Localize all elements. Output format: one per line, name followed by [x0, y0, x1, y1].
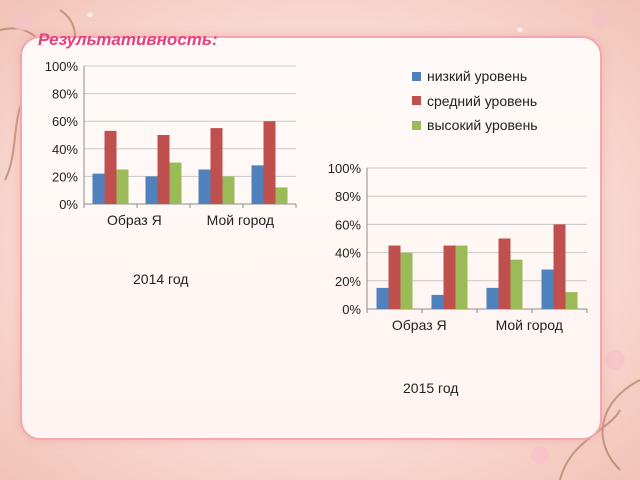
- legend-item-low: низкий уровень: [412, 64, 538, 89]
- bar-c2015-s1-c2: [498, 238, 511, 309]
- legend-label-high: высокий уровень: [427, 117, 538, 134]
- caption-2014: 2014 год: [133, 271, 189, 287]
- legend-swatch-low: [412, 71, 421, 81]
- y-tick-label-c2014-1: 20%: [52, 169, 78, 184]
- y-tick-label-c2014-5: 100%: [45, 59, 79, 74]
- legend-item-medium: средний уровень: [412, 89, 538, 114]
- bar-c2015-s2-c0: [400, 252, 413, 309]
- sparkle-2: [517, 27, 523, 33]
- bar-c2014-s1-c1: [157, 135, 170, 204]
- y-tick-label-c2014-4: 80%: [52, 87, 78, 102]
- y-tick-label-c2014-2: 40%: [52, 142, 78, 157]
- y-tick-label-c2015-5: 100%: [328, 161, 362, 176]
- bar-c2015-s1-c1: [443, 245, 456, 309]
- bar-c2015-s0-c0: [376, 287, 389, 309]
- bar-c2015-s0-c1: [431, 294, 444, 309]
- bar-c2014-s2-c1: [169, 162, 182, 204]
- bar-c2015-s2-c3: [565, 292, 578, 309]
- bar-c2014-s0-c1: [145, 176, 158, 204]
- caption-2015: 2015 год: [403, 380, 459, 396]
- bar-c2014-s0-c2: [198, 169, 211, 204]
- y-tick-label-c2014-3: 60%: [52, 114, 78, 129]
- legend-swatch-medium: [412, 96, 421, 106]
- content-panel: [20, 36, 602, 440]
- flower-4: [531, 446, 549, 464]
- flower-3: [605, 350, 625, 370]
- bar-c2014-s2-c3: [275, 187, 288, 204]
- flower-1: [13, 13, 31, 31]
- x-tick-label-c2014-2: Мой город: [207, 212, 274, 228]
- bar-c2014-s2-c2: [222, 176, 235, 204]
- slide-title: Результативность:: [38, 30, 218, 49]
- y-tick-label-c2015-0: 0%: [342, 302, 361, 317]
- bar-c2014-s1-c0: [104, 130, 117, 204]
- bar-c2014-s1-c2: [210, 128, 223, 204]
- legend-label-medium: средний уровень: [427, 92, 538, 109]
- flower-2: [592, 12, 608, 28]
- x-tick-label-c2014-0: Образ Я: [107, 212, 162, 228]
- bar-c2015-s1-c3: [553, 224, 566, 309]
- y-tick-label-c2015-2: 40%: [335, 246, 361, 261]
- bar-c2014-s0-c0: [92, 173, 105, 204]
- bottom-right-vine: [601, 379, 640, 471]
- y-tick-label-c2015-1: 20%: [335, 274, 361, 289]
- bar-c2014-s1-c3: [263, 121, 276, 204]
- bar-c2015-s2-c1: [455, 245, 468, 309]
- y-tick-label-c2014-0: 0%: [59, 197, 78, 212]
- bar-c2015-s2-c2: [510, 259, 523, 309]
- bar-c2014-s2-c0: [116, 169, 129, 204]
- y-tick-label-c2015-3: 60%: [335, 217, 361, 232]
- chart-legend: низкий уровень средний уровень высокий у…: [412, 64, 538, 138]
- x-tick-label-c2015-2: Мой город: [496, 317, 563, 333]
- bar-c2014-s0-c3: [251, 165, 264, 204]
- y-tick-label-c2015-4: 80%: [335, 189, 361, 204]
- bar-c2015-s0-c3: [541, 269, 554, 309]
- bar-c2015-s1-c0: [388, 245, 401, 309]
- x-tick-label-c2015-0: Образ Я: [392, 317, 447, 333]
- sparkle-1: [87, 12, 93, 18]
- legend-swatch-high: [412, 120, 421, 130]
- legend-label-low: низкий уровень: [427, 68, 528, 85]
- legend-item-high: высокий уровень: [412, 113, 538, 138]
- bar-c2015-s0-c2: [486, 287, 499, 309]
